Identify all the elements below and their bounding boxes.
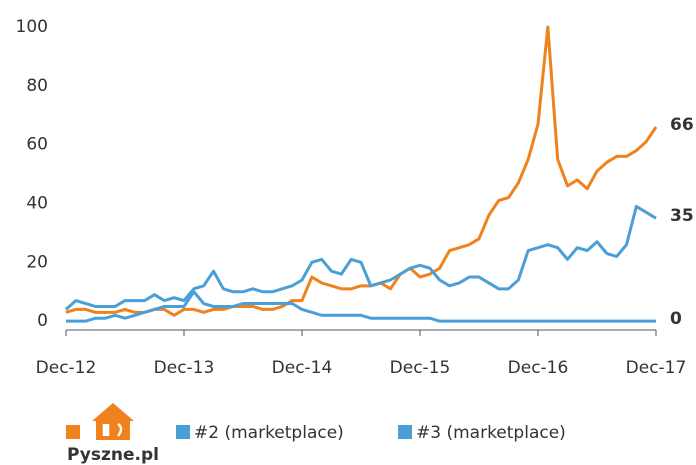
logo [92, 403, 134, 440]
x-tick-label: Dec-15 [390, 358, 451, 378]
end-label: 35 [670, 206, 694, 226]
y-tick-label: 0 [37, 311, 48, 331]
y-tick-label: 20 [26, 252, 48, 272]
series-line [65, 25, 658, 317]
x-tick-label: Dec-16 [508, 358, 569, 378]
legend-swatch [398, 425, 412, 439]
x-tick-label: Dec-13 [154, 358, 215, 378]
legend-label: Pyszne.pl [67, 445, 159, 465]
legend-swatch [66, 425, 80, 439]
legend-swatch [176, 425, 190, 439]
series-line [64, 204, 657, 311]
legend-label: #3 (marketplace) [416, 423, 566, 443]
legend-label: #2 (marketplace) [194, 423, 344, 443]
y-tick-label: 80 [26, 76, 48, 96]
y-tick-label: 100 [16, 17, 48, 37]
x-tick-label: Dec-17 [626, 358, 687, 378]
x-tick-label: Dec-12 [36, 358, 97, 378]
y-tick-label: 40 [26, 194, 48, 214]
series-line [66, 290, 656, 323]
x-tick-label: Dec-14 [272, 358, 333, 378]
end-label: 0 [670, 309, 682, 329]
y-tick-label: 60 [26, 135, 48, 155]
end-label: 66 [670, 115, 694, 135]
